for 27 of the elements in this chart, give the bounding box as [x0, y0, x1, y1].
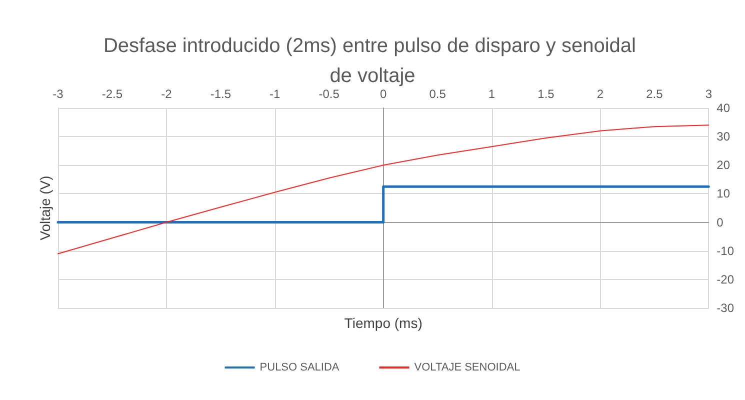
- x-tick-label: -3: [52, 87, 64, 101]
- chart-title: Desfase introducido (2ms) entre pulso de disparo y senoidal de voltaje: [103, 35, 642, 87]
- x-tick-label: -2: [161, 87, 172, 101]
- x-tick-label: 1.5: [538, 87, 555, 101]
- x-tick-label: -1: [270, 87, 281, 101]
- x-tick-label: -2.5: [102, 87, 123, 101]
- y-tick-label: -10: [716, 244, 734, 258]
- x-tick-label: 2.5: [646, 87, 664, 101]
- x-tick-label: 0.5: [429, 87, 446, 101]
- x-tick-label: -1.5: [210, 87, 232, 101]
- x-tick-label: 1: [488, 87, 496, 101]
- y-axis-title: Voltaje (V): [37, 176, 53, 240]
- y-tick-label: 10: [716, 186, 730, 201]
- legend-label: PULSO SALIDA: [260, 362, 340, 374]
- y-tick-label: -20: [716, 272, 734, 286]
- y-tick-label: -30: [716, 301, 734, 315]
- y-tick-label: 0: [716, 215, 724, 230]
- x-tick-label: 2: [596, 87, 604, 101]
- x-tick-label: 0: [380, 87, 387, 101]
- y-tick-label: 40: [716, 101, 730, 115]
- x-tick-label: 3: [705, 87, 712, 101]
- y-tick-label: 30: [716, 130, 730, 144]
- legend-label: VOLTAJE SENOIDAL: [414, 362, 520, 374]
- x-tick-label: -0.5: [318, 87, 340, 101]
- x-axis-title: Tiempo (ms): [344, 315, 422, 331]
- line-series: [58, 124, 710, 254]
- y-tick-label: 20: [716, 158, 730, 172]
